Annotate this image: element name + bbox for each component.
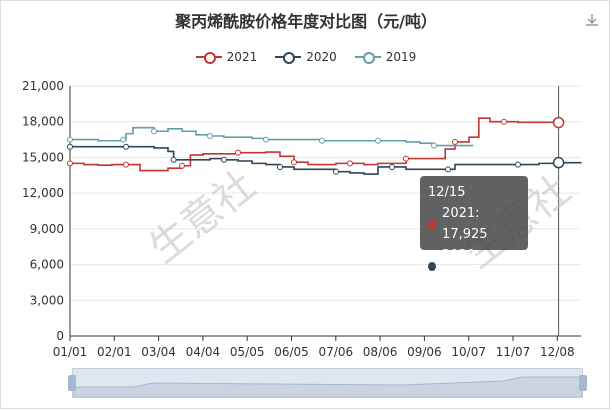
data-point-2021 xyxy=(67,160,73,167)
tooltip: 12/15 2021: 17,925 2020: 14,560 xyxy=(420,176,528,284)
data-point-2019 xyxy=(151,128,157,135)
data-point-2019 xyxy=(207,133,213,139)
x-tick-label: 03/04 xyxy=(141,345,176,359)
legend-item-2020[interactable]: 2020 xyxy=(275,50,337,64)
data-zoom-slider[interactable] xyxy=(72,368,583,398)
legend-item-2021[interactable]: 2021 xyxy=(195,50,258,64)
tooltip-value: 2021: 17,925 xyxy=(442,206,488,242)
y-tick-label: 0 xyxy=(56,329,64,343)
data-point-2019 xyxy=(263,136,269,143)
chart-title: 聚丙烯酰胺价格年度对比图（元/吨） xyxy=(175,12,437,31)
cursor-layer xyxy=(552,86,565,336)
x-tick-label: 07/06 xyxy=(319,345,354,359)
tooltip-row: 2020: 14,560 xyxy=(428,245,520,287)
y-tick-label: 12,000 xyxy=(22,186,64,200)
series-line-2021 xyxy=(70,117,560,172)
series-layer xyxy=(67,117,582,175)
x-tick-label: 01/01 xyxy=(53,345,88,359)
slider-preview xyxy=(72,376,583,398)
x-tick-label: 11/07 xyxy=(496,345,531,359)
data-point-2021 xyxy=(123,161,129,168)
download-icon[interactable] xyxy=(584,12,600,28)
legend-label: 2019 xyxy=(385,50,417,64)
data-point-2019 xyxy=(431,142,437,149)
legend-marker xyxy=(275,51,302,64)
y-tick-label: 15,000 xyxy=(22,150,64,164)
legend-item-2019[interactable]: 2019 xyxy=(354,50,417,64)
data-point-2020 xyxy=(445,166,451,173)
x-tick-label: 09/06 xyxy=(407,345,442,359)
tooltip-dot xyxy=(428,261,437,271)
data-point-2021 xyxy=(291,159,297,166)
x-tick-label: 02/01 xyxy=(97,345,132,359)
slider-handle-left[interactable] xyxy=(68,375,76,391)
hover-point-2021 xyxy=(552,116,565,129)
x-tick-label: 10/07 xyxy=(451,345,486,359)
data-point-2020 xyxy=(123,143,129,150)
data-point-2020 xyxy=(277,163,283,170)
tooltip-row: 2021: 17,925 xyxy=(428,203,520,245)
y-tick-label: 3,000 xyxy=(30,293,64,307)
tooltip-date: 12/15 xyxy=(428,185,466,200)
data-point-2020 xyxy=(170,156,177,163)
x-tick-label: 08/06 xyxy=(363,345,398,359)
data-point-2021 xyxy=(452,138,458,145)
tooltip-dot xyxy=(428,219,437,229)
y-tick-label: 21,000 xyxy=(22,79,64,93)
data-point-2020 xyxy=(333,168,339,175)
series-line-2019 xyxy=(70,126,474,147)
legend-marker xyxy=(195,51,222,64)
axis-layer: 0 3,000 6,000 9,000 12,000 15,000 18,000 21,000… xyxy=(22,79,581,359)
legend-label: 2021 xyxy=(226,50,258,64)
data-point-2019 xyxy=(120,136,127,143)
legend-marker xyxy=(354,51,381,64)
tooltip-value: 2020: 14,560 xyxy=(442,248,488,284)
data-point-2021 xyxy=(501,118,507,125)
slider-handle-right[interactable] xyxy=(579,375,587,391)
x-tick-label: 04/04 xyxy=(186,345,221,359)
data-point-2020 xyxy=(389,163,395,170)
x-tick-label: 05/05 xyxy=(230,345,265,359)
series-line-2020 xyxy=(70,145,582,175)
legend-label: 2020 xyxy=(306,50,337,64)
data-point-2020 xyxy=(221,156,227,163)
data-point-2021 xyxy=(403,155,409,162)
hover-point-2020 xyxy=(552,156,565,169)
data-point-2019 xyxy=(319,137,325,144)
legend: 2021 2020 2019 xyxy=(0,50,612,64)
y-tick-label: 18,000 xyxy=(22,115,64,129)
data-point-2019 xyxy=(375,137,381,144)
x-tick-label: 06/05 xyxy=(274,345,309,359)
data-point-2021 xyxy=(347,160,353,167)
data-point-2020 xyxy=(515,161,521,168)
data-point-2020 xyxy=(67,143,73,150)
data-point-2021 xyxy=(235,149,241,156)
y-tick-label: 9,000 xyxy=(30,222,64,236)
data-point-2021 xyxy=(179,162,185,169)
y-tick-label: 6,000 xyxy=(30,258,64,272)
x-tick-label: 12/08 xyxy=(540,345,575,359)
data-point-2019 xyxy=(67,136,73,143)
